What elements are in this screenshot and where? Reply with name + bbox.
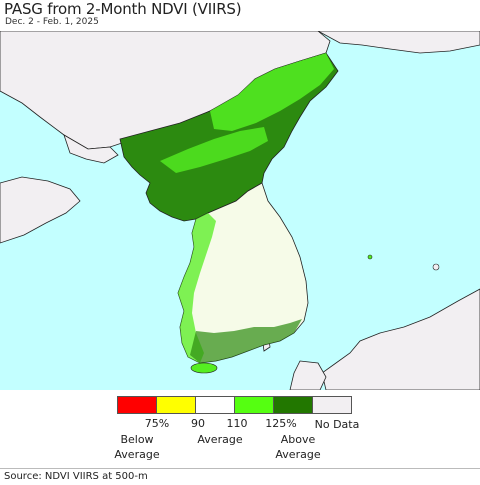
legend-below-average-label: Below Average: [114, 432, 159, 462]
ndvi-map: [0, 31, 480, 390]
japan-kyushu: [289, 360, 327, 390]
legend-swatch-nodata: [312, 396, 352, 414]
shandong-peninsula: [0, 176, 81, 244]
jeju-island: [190, 362, 218, 374]
footer-divider: [0, 468, 480, 469]
north-korea-ridge: [160, 127, 268, 173]
legend-swatch-slightly-below: [156, 396, 196, 414]
legend-tick-125: 125%: [265, 417, 297, 430]
east-islet: [432, 263, 440, 271]
south-korea-south-coast: [190, 319, 302, 363]
legend-tick-90: 90: [191, 417, 205, 430]
legend-swatch-below: [117, 396, 157, 414]
legend-color-bar: [117, 396, 352, 414]
source-credit: Source: NDVI VIIRS at 500-m: [4, 471, 148, 482]
legend-below-line1: Below: [120, 433, 154, 446]
legend-swatch-slightly-above: [234, 396, 274, 414]
legend-below-line2: Average: [114, 448, 160, 461]
russia-coast: [317, 31, 480, 54]
liaodong-peninsula: [63, 134, 119, 164]
legend-tick-110: 110: [226, 417, 248, 430]
legend-above-average-label: Above Average: [275, 432, 320, 462]
legend-above-line2: Average: [275, 448, 321, 461]
legend-average-label: Average: [197, 433, 243, 446]
page-title: PASG from 2-Month NDVI (VIIRS): [4, 0, 242, 18]
japan-honshu: [321, 288, 480, 390]
date-range: Dec. 2 - Feb. 1, 2025: [5, 17, 99, 27]
legend-swatch-above: [273, 396, 313, 414]
south-korea-west-green: [178, 213, 216, 363]
north-korea-highlands: [210, 53, 334, 131]
legend-tick-75: 75%: [144, 417, 170, 430]
legend-nodata-label: No Data: [314, 418, 360, 431]
legend-above-line1: Above: [280, 433, 316, 446]
ulleung-island: [367, 254, 373, 260]
legend-swatch-average: [195, 396, 235, 414]
